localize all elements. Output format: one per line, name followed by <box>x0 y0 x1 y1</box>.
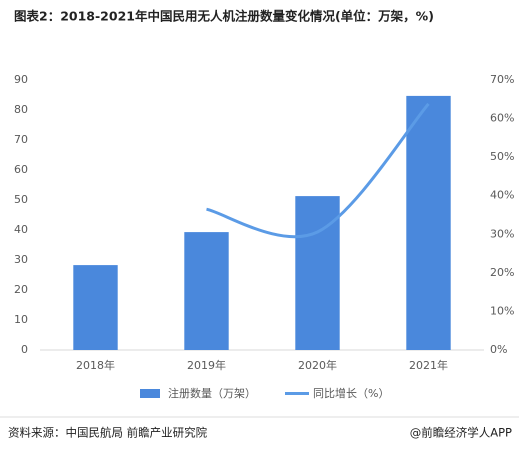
y-tick-label: 80 <box>14 103 28 116</box>
y-tick-label: 70 <box>14 133 28 146</box>
y-tick-label: 10 <box>14 313 28 326</box>
y-tick-label: 0 <box>21 343 28 356</box>
legend-label: 注册数量（万架） <box>168 386 256 400</box>
y-tick-label: 90 <box>14 73 28 86</box>
y2-tick-label: 40% <box>490 189 514 202</box>
y2-tick-label: 70% <box>490 73 514 86</box>
y-tick-label: 50 <box>14 193 28 206</box>
y-tick-label: 30 <box>14 253 28 266</box>
y2-tick-label: 60% <box>490 112 514 125</box>
x-tick-label: 2018年 <box>76 358 115 372</box>
legend-label: 同比增长（%） <box>313 386 389 400</box>
y2-tick-label: 30% <box>490 227 514 240</box>
y-tick-label: 40 <box>14 223 28 236</box>
legend-swatch <box>140 389 160 398</box>
y2-tick-label: 20% <box>490 266 514 279</box>
y2-tick-label: 0% <box>490 343 507 356</box>
bar <box>406 95 451 351</box>
y-tick-label: 60 <box>14 163 28 176</box>
x-tick-label: 2019年 <box>187 358 226 372</box>
chart-title: 图表2：2018-2021年中国民用无人机注册数量变化情况(单位：万架，%) <box>14 9 434 24</box>
bar <box>73 265 118 350</box>
bar <box>295 196 340 350</box>
y2-tick-label: 10% <box>490 304 514 317</box>
y2-tick-label: 50% <box>490 150 514 163</box>
x-tick-label: 2020年 <box>298 358 337 372</box>
bar <box>184 232 229 350</box>
source: 资料来源：中国民航局 前瞻产业研究院 <box>8 426 208 440</box>
credit: @前瞻经济学人APP <box>410 426 512 440</box>
x-tick-label: 2021年 <box>409 358 448 372</box>
line <box>206 102 430 239</box>
y-tick-label: 20 <box>14 283 28 296</box>
